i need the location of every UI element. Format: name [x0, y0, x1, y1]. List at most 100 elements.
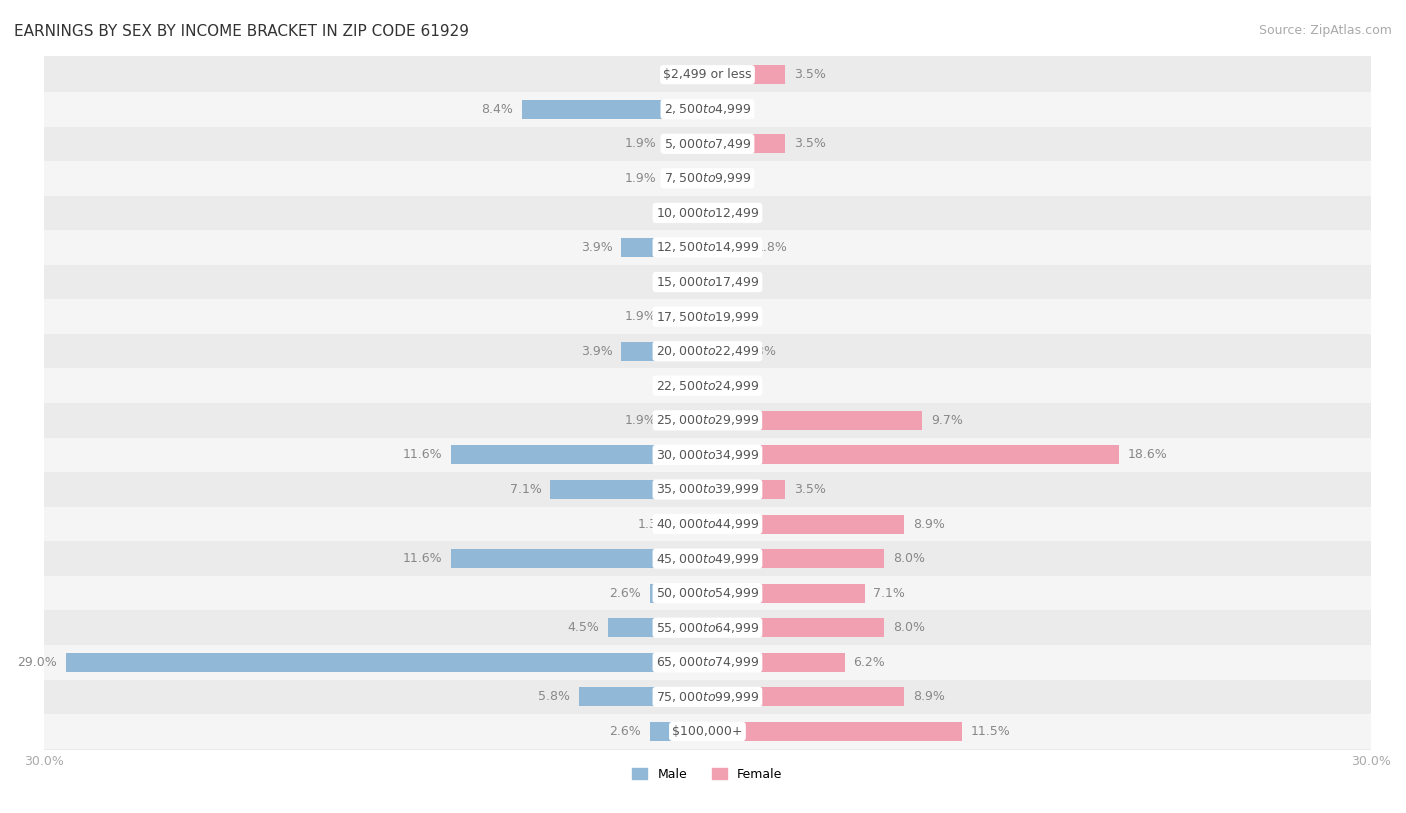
Bar	[707, 515, 904, 533]
Text: 7.1%: 7.1%	[510, 483, 541, 496]
Bar	[44, 127, 1371, 161]
Bar	[44, 403, 1371, 437]
Bar	[44, 58, 1371, 92]
Text: 2.6%: 2.6%	[609, 725, 641, 738]
Text: 3.5%: 3.5%	[794, 68, 825, 81]
Text: 3.5%: 3.5%	[794, 483, 825, 496]
Text: Source: ZipAtlas.com: Source: ZipAtlas.com	[1258, 24, 1392, 37]
Text: 8.4%: 8.4%	[481, 102, 513, 115]
Text: $22,500 to $24,999: $22,500 to $24,999	[655, 379, 759, 393]
Bar	[44, 576, 1371, 611]
Bar	[707, 653, 845, 672]
Bar	[707, 411, 922, 430]
Bar	[44, 541, 1371, 576]
Bar	[44, 680, 1371, 714]
Bar	[665, 134, 707, 154]
Text: 2.6%: 2.6%	[609, 587, 641, 600]
Bar	[44, 196, 1371, 230]
Text: 3.5%: 3.5%	[794, 137, 825, 150]
Text: 8.0%: 8.0%	[893, 552, 925, 565]
Text: 1.9%: 1.9%	[624, 172, 657, 185]
Text: 29.0%: 29.0%	[17, 656, 58, 669]
Bar	[707, 134, 785, 154]
Text: 0.0%: 0.0%	[666, 207, 699, 220]
Bar	[66, 653, 707, 672]
Text: $65,000 to $74,999: $65,000 to $74,999	[655, 655, 759, 669]
Text: 0.0%: 0.0%	[666, 379, 699, 392]
Bar	[707, 584, 865, 602]
Bar	[44, 334, 1371, 368]
Bar	[621, 341, 707, 361]
Bar	[579, 687, 707, 706]
Bar	[550, 480, 707, 499]
Text: EARNINGS BY SEX BY INCOME BRACKET IN ZIP CODE 61929: EARNINGS BY SEX BY INCOME BRACKET IN ZIP…	[14, 24, 470, 39]
Text: 0.88%: 0.88%	[735, 345, 776, 358]
Text: 8.0%: 8.0%	[893, 621, 925, 634]
Text: 18.6%: 18.6%	[1128, 449, 1167, 462]
Text: $2,499 or less: $2,499 or less	[664, 68, 752, 81]
Text: 0.0%: 0.0%	[716, 310, 748, 323]
Text: $17,500 to $19,999: $17,500 to $19,999	[655, 310, 759, 324]
Text: $25,000 to $29,999: $25,000 to $29,999	[655, 413, 759, 428]
Bar	[44, 230, 1371, 265]
Text: $15,000 to $17,499: $15,000 to $17,499	[655, 275, 759, 289]
Text: 0.0%: 0.0%	[716, 276, 748, 289]
Bar	[707, 65, 785, 85]
Text: 3.9%: 3.9%	[581, 241, 613, 254]
Text: 0.0%: 0.0%	[716, 102, 748, 115]
Text: 5.8%: 5.8%	[538, 690, 571, 703]
Text: 8.9%: 8.9%	[912, 518, 945, 531]
Text: 1.9%: 1.9%	[624, 310, 657, 323]
Text: $2,500 to $4,999: $2,500 to $4,999	[664, 102, 751, 116]
Text: $40,000 to $44,999: $40,000 to $44,999	[655, 517, 759, 531]
Text: 0.0%: 0.0%	[716, 172, 748, 185]
Bar	[707, 687, 904, 706]
Text: $55,000 to $64,999: $55,000 to $64,999	[655, 620, 759, 635]
Bar	[44, 368, 1371, 403]
Text: 6.2%: 6.2%	[853, 656, 886, 669]
Bar	[44, 472, 1371, 506]
Text: 8.9%: 8.9%	[912, 690, 945, 703]
Text: $50,000 to $54,999: $50,000 to $54,999	[655, 586, 759, 600]
Text: $35,000 to $39,999: $35,000 to $39,999	[655, 482, 759, 497]
Text: 3.9%: 3.9%	[581, 345, 613, 358]
Text: $7,500 to $9,999: $7,500 to $9,999	[664, 172, 751, 185]
Bar	[650, 584, 707, 602]
Text: $45,000 to $49,999: $45,000 to $49,999	[655, 551, 759, 566]
Bar	[607, 618, 707, 637]
Bar	[44, 299, 1371, 334]
Text: 11.5%: 11.5%	[970, 725, 1011, 738]
Bar	[665, 307, 707, 326]
Text: 1.9%: 1.9%	[624, 414, 657, 427]
Text: $12,500 to $14,999: $12,500 to $14,999	[655, 241, 759, 254]
Bar	[44, 506, 1371, 541]
Text: 9.7%: 9.7%	[931, 414, 963, 427]
Bar	[44, 611, 1371, 645]
Text: 0.0%: 0.0%	[716, 379, 748, 392]
Bar	[621, 238, 707, 257]
Text: $30,000 to $34,999: $30,000 to $34,999	[655, 448, 759, 462]
Text: 11.6%: 11.6%	[402, 449, 441, 462]
Bar	[451, 446, 707, 464]
Text: 7.1%: 7.1%	[873, 587, 905, 600]
Bar	[707, 341, 727, 361]
Legend: Male, Female: Male, Female	[627, 763, 787, 786]
Text: 0.0%: 0.0%	[666, 68, 699, 81]
Bar	[679, 515, 707, 533]
Text: $75,000 to $99,999: $75,000 to $99,999	[655, 690, 759, 704]
Bar	[707, 618, 884, 637]
Text: $100,000+: $100,000+	[672, 725, 742, 738]
Text: $5,000 to $7,499: $5,000 to $7,499	[664, 137, 751, 150]
Bar	[665, 169, 707, 188]
Bar	[522, 100, 707, 119]
Bar	[44, 161, 1371, 196]
Bar	[707, 549, 884, 568]
Bar	[44, 92, 1371, 127]
Text: $20,000 to $22,499: $20,000 to $22,499	[655, 344, 759, 359]
Text: 11.6%: 11.6%	[402, 552, 441, 565]
Bar	[44, 437, 1371, 472]
Text: 4.5%: 4.5%	[567, 621, 599, 634]
Text: 1.8%: 1.8%	[756, 241, 787, 254]
Bar	[44, 265, 1371, 299]
Text: 1.9%: 1.9%	[624, 137, 657, 150]
